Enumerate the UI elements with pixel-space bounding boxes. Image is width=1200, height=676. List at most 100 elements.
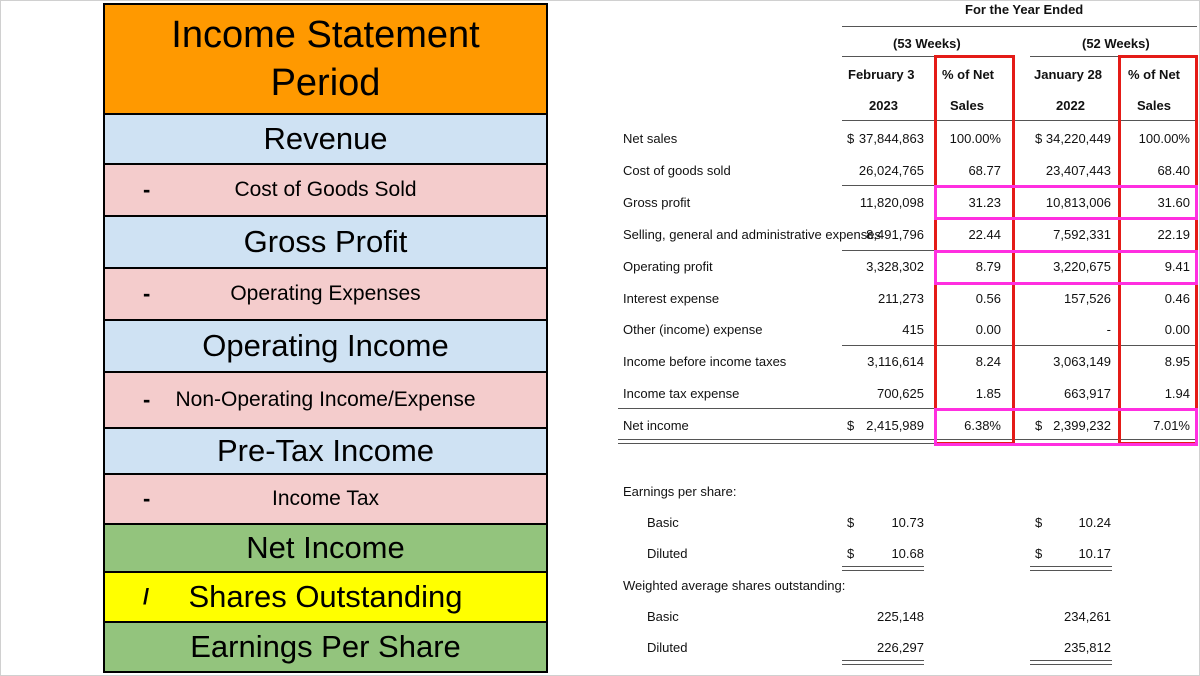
row-label: Operating profit	[623, 259, 713, 274]
row-amount-2023: 3,328,302	[866, 259, 924, 274]
row-pct-2023: 1.85	[975, 386, 1001, 401]
flow-step-income-tax: - Income Tax	[105, 475, 546, 525]
net-income-double-rule	[618, 439, 1197, 444]
row-amount-2022: 3,220,675	[1053, 259, 1111, 274]
row-amount-2022: 3,063,149	[1053, 354, 1111, 369]
row-amount-2022: 663,917	[1064, 386, 1111, 401]
col-pct-2022-label-2: Sales	[1137, 98, 1171, 113]
flow-step-eps: Earnings Per Share	[105, 623, 546, 673]
flow-step-label: Non-Operating Income/Expense	[175, 388, 476, 411]
eps-dollar-2022: $	[1035, 546, 1043, 561]
col-pct-2023-label: % of Net	[942, 67, 994, 82]
subtotal-rule	[842, 345, 1197, 346]
flow-step-label: Operating Income	[202, 328, 449, 363]
flow-title: Income Statement Period	[171, 14, 480, 104]
col-2023-year: 2023	[869, 98, 898, 113]
row-pct-2023: 8.24	[975, 354, 1001, 369]
eps-label: Basic	[647, 515, 679, 530]
income-statement-flow: Income Statement Period Revenue - Cost o…	[103, 3, 548, 673]
net-income-rule	[618, 408, 1197, 409]
row-dollar-2022: $	[1035, 418, 1043, 433]
flow-step-sign: -	[143, 177, 151, 202]
row-pct-2023: 8.79	[975, 259, 1001, 274]
flow-step-label: Gross Profit	[243, 224, 408, 259]
header-year-ended: For the Year Ended	[965, 2, 1084, 17]
eps-label: Diluted	[647, 546, 688, 561]
row-pct-2022: 9.41	[1164, 259, 1190, 274]
row-amount-2022: 7,592,331	[1053, 227, 1111, 242]
header-period-2023: (53 Weeks)	[893, 36, 961, 51]
flow-step-label: Net Income	[246, 530, 405, 565]
row-dollar-2022: $	[1035, 131, 1043, 146]
row-amount-2022: 10,813,006	[1045, 195, 1111, 210]
flow-title-box: Income Statement Period	[105, 5, 546, 115]
header-rule-2023	[842, 56, 1012, 57]
col-2022-year: 2022	[1056, 98, 1085, 113]
eps-dollar-2023: $	[847, 546, 855, 561]
row-pct-2023: 0.56	[975, 291, 1001, 306]
col-pct-2022-label: % of Net	[1128, 67, 1180, 82]
row-label: Income tax expense	[623, 386, 740, 401]
shares-value-2023: 226,297	[877, 640, 924, 655]
row-label: Net income	[623, 418, 689, 433]
shares-value-2023: 225,148	[877, 609, 924, 624]
row-pct-2022: 7.01%	[1153, 418, 1190, 433]
flow-step-label: Shares Outstanding	[188, 579, 463, 614]
row-pct-2022: 31.60	[1157, 195, 1190, 210]
row-pct-2022: 100.00%	[1138, 131, 1190, 146]
row-amount-2022: -	[1106, 322, 1111, 337]
eps-heading: Earnings per share:	[623, 484, 737, 499]
row-amount-2022: 34,220,449	[1045, 131, 1111, 146]
eps-double-rule-2022	[1030, 566, 1112, 571]
flow-step-label: Earnings Per Share	[190, 629, 461, 664]
eps-value-2022: 10.17	[1078, 546, 1111, 561]
row-pct-2023: 100.00%	[949, 131, 1001, 146]
row-amount-2023: 37,844,863	[858, 131, 924, 146]
shares-label: Diluted	[647, 640, 688, 655]
flow-step-operating-income: Operating Income	[105, 321, 546, 373]
row-amount-2023: 11,820,098	[859, 195, 924, 210]
flow-step-pre-tax-income: Pre-Tax Income	[105, 429, 546, 475]
flow-step-shares-outstanding: / Shares Outstanding	[105, 573, 546, 623]
row-amount-2023: 2,415,989	[866, 418, 924, 433]
row-pct-2023: 22.44	[968, 227, 1001, 242]
row-pct-2022: 1.94	[1164, 386, 1190, 401]
flow-step-net-income: Net Income	[105, 525, 546, 573]
eps-dollar-2022: $	[1035, 515, 1043, 530]
header-period-2022: (52 Weeks)	[1082, 36, 1150, 51]
row-pct-2022: 0.46	[1164, 291, 1190, 306]
shares-double-rule-2023	[842, 660, 924, 665]
col-pct-2023-label-2: Sales	[950, 98, 984, 113]
flow-step-label: Pre-Tax Income	[216, 433, 435, 468]
col-2022-date: January 28	[1034, 67, 1102, 82]
eps-value-2023: 10.73	[891, 515, 924, 530]
flow-step-non-operating: - Non-Operating Income/Expense	[105, 373, 546, 429]
row-label: Other (income) expense	[623, 322, 763, 337]
row-pct-2023: 6.38%	[964, 418, 1001, 433]
flow-step-label: Operating Expenses	[230, 282, 421, 305]
row-pct-2023: 31.23	[968, 195, 1001, 210]
flow-step-sign: -	[143, 387, 151, 412]
flow-step-label: Income Tax	[272, 487, 379, 510]
row-amount-2023: 211,273	[877, 291, 924, 306]
row-pct-2022: 0.00	[1164, 322, 1190, 337]
row-pct-2023: 0.00	[975, 322, 1001, 337]
eps-double-rule-2023	[842, 566, 924, 571]
shares-double-rule-2022	[1030, 660, 1112, 665]
flow-step-gross-profit: Gross Profit	[105, 217, 546, 269]
eps-value-2023: 10.68	[891, 546, 924, 561]
column-header-rule	[842, 120, 1197, 121]
row-dollar-2023: $	[847, 418, 855, 433]
flow-step-sign: -	[143, 281, 151, 306]
row-label: Cost of goods sold	[623, 163, 731, 178]
shares-value-2022: 235,812	[1064, 640, 1111, 655]
row-amount-2022: 157,526	[1064, 291, 1111, 306]
row-label: Net sales	[623, 131, 678, 146]
row-amount-2022: 23,407,443	[1045, 163, 1111, 178]
row-pct-2022: 22.19	[1157, 227, 1190, 242]
row-amount-2023: 415	[902, 322, 924, 337]
shares-heading: Weighted average shares outstanding:	[623, 578, 846, 593]
flow-step-label: Cost of Goods Sold	[234, 178, 417, 201]
row-pct-2022: 8.95	[1164, 354, 1190, 369]
